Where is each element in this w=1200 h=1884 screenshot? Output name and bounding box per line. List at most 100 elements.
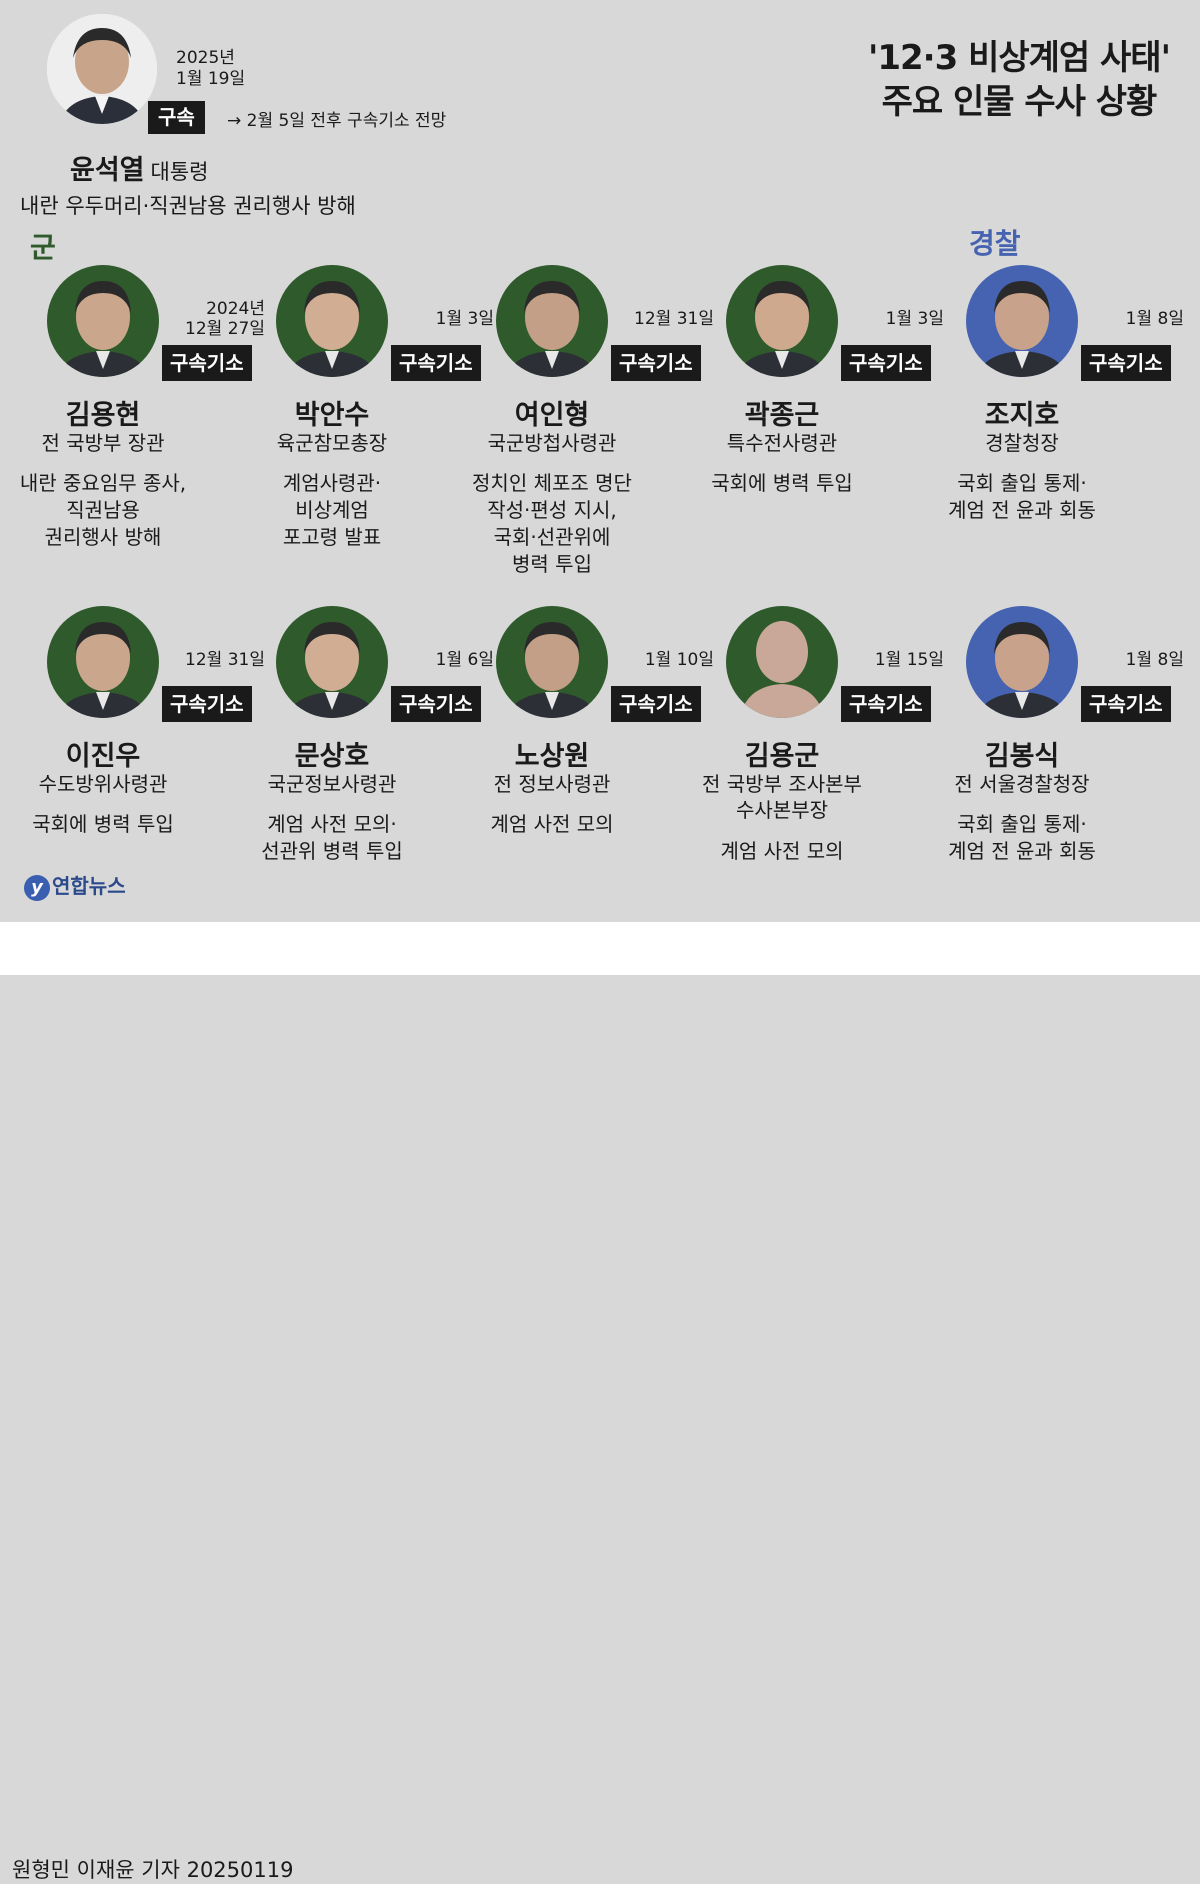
status-badge: 구속기소: [391, 345, 481, 381]
person-card: 2024년 12월 27일 구속기소 김용현 전 국방부 장관 내란 중요임무 종사, 직권…: [20, 265, 273, 565]
person-photo: [276, 606, 388, 718]
person-date: 1월 3일: [886, 309, 944, 329]
person-photo: [966, 606, 1078, 718]
person-title: 전 정보사령관: [436, 771, 668, 797]
section-label-army: 군: [30, 231, 56, 264]
status-badge: 구속기소: [391, 686, 481, 722]
person-date: 12월 31일: [634, 309, 714, 329]
person-charge: 국회 출입 통제· 계엄 전 윤과 회동: [906, 811, 1138, 865]
person-photo: [496, 265, 608, 377]
infographic-title: '12·3 비상계엄 사태' 주요 인물 수사 상황: [868, 36, 1171, 124]
person-portrait-icon: [736, 281, 828, 377]
person-date: 1월 15일: [875, 650, 944, 670]
title-line-2: 주요 인물 수사 상황: [881, 82, 1158, 122]
person-charge: 국회에 병력 투입: [0, 811, 219, 838]
person-charge-line: 국회 출입 통제·: [957, 812, 1087, 836]
person-card: 12월 31일 구속기소 여인형 국군방첩사령관 정치인 체포조 명단 작성·편성 지시,…: [472, 265, 722, 576]
person-title: 수도방위사령관: [0, 771, 219, 797]
person-title-line: 국군정보사령관: [267, 772, 397, 796]
person-charge-line: 비상계엄: [295, 498, 369, 522]
person-charge-line: 계엄사령관·: [282, 471, 382, 495]
president-status-badge: 구속: [148, 101, 205, 134]
president-photo: [47, 14, 157, 124]
person-date: 1월 8일: [1126, 309, 1184, 329]
person-date: 1월 3일: [436, 309, 494, 329]
person-portrait-icon: [976, 281, 1068, 377]
person-charge-line: 계엄 사전 모의: [720, 839, 844, 863]
person-date-line: 1월 8일: [1125, 309, 1184, 329]
person-card: 1월 3일 구속기소 박안수 육군참모총장 계엄사령관· 비상계엄 포고령 발표: [276, 265, 502, 565]
person-title-line: 수도방위사령관: [38, 772, 168, 796]
section-label-police: 경찰: [969, 227, 1021, 260]
person-title-line: 경찰청장: [985, 431, 1059, 455]
status-badge: 구속기소: [1081, 345, 1171, 381]
person-date: 1월 6일: [436, 650, 494, 670]
person-portrait-icon: [506, 622, 598, 718]
person-date-line: 1월 3일: [885, 309, 944, 329]
person-date: 2024년 12월 27일: [185, 299, 265, 339]
person-date: 12월 31일: [185, 650, 265, 670]
person-title-line: 육군참모총장: [276, 431, 388, 455]
person-name: 김봉식: [984, 741, 1060, 772]
person-date: 1월 10일: [645, 650, 714, 670]
person-charge-line: 계엄 사전 모의: [490, 812, 614, 836]
president-date-year: 2025년: [176, 48, 235, 68]
person-photo: [496, 606, 608, 718]
person-charge-line: 권리행사 방해: [44, 525, 162, 549]
person-photo: [966, 265, 1078, 377]
person-date-line: 1월 10일: [644, 650, 714, 670]
person-charge-line: 내란 중요임무 종사,: [19, 471, 187, 495]
person-charge-line: 직권남용: [66, 498, 140, 522]
person-card: 1월 8일 구속기소 김봉식 전 서울경찰청장 국회 출입 통제· 계엄 전 윤과 회동: [948, 606, 1192, 906]
silhouette-icon: [740, 621, 824, 718]
status-badge: 구속기소: [162, 345, 252, 381]
person-charge: 계엄사령관· 비상계엄 포고령 발표: [216, 470, 448, 551]
person-title: 육군참모총장: [216, 430, 448, 456]
person-charge-line: 국회 출입 통제·: [957, 471, 1087, 495]
person-portrait-icon: [506, 281, 598, 377]
footer-bar: 원형민 이재윤 기자 20250119: [0, 922, 1200, 1882]
person-charge-line: 국회에 병력 투입: [711, 471, 853, 495]
yonhap-logo-icon: y: [24, 874, 50, 901]
person-title: 전 국방부 조사본부 수사본부장: [666, 771, 898, 823]
person-charge: 계엄 사전 모의: [666, 838, 898, 865]
person-title: 전 서울경찰청장: [906, 771, 1138, 797]
person-title: 특수전사령관: [666, 430, 898, 456]
person-date-line: 2024년: [206, 299, 265, 319]
person-title: 전 국방부 장관: [0, 430, 219, 456]
person-photo: [726, 606, 838, 718]
person-name: 조지호: [984, 400, 1060, 431]
person-date-line: 1월 15일: [874, 650, 944, 670]
president-name-line: 윤석열 대통령: [70, 148, 209, 187]
person-title-line: 수사본부장: [736, 798, 828, 822]
status-badge: 구속기소: [1081, 686, 1171, 722]
status-badge: 구속기소: [841, 686, 931, 722]
person-charge-line: 작성·편성 지시,: [487, 498, 617, 522]
person-charge-line: 계엄 전 윤과 회동: [948, 498, 1096, 522]
person-name: 박안수: [294, 400, 370, 431]
status-badge: 구속기소: [611, 345, 701, 381]
person-name: 김용현: [65, 400, 141, 431]
byline: 원형민 이재윤 기자 20250119: [12, 1858, 294, 1882]
person-portrait-icon: [286, 622, 378, 718]
person-card: 1월 3일 구속기소 곽종근 특수전사령관 국회에 병력 투입: [711, 265, 952, 565]
person-card: 12월 31일 구속기소 이진우 수도방위사령관 국회에 병력 투입: [32, 606, 273, 906]
person-title-line: 국군방첩사령관: [487, 431, 617, 455]
person-charge: 정치인 체포조 명단 작성·편성 지시, 국회·선관위에 병력 투입: [436, 470, 668, 578]
person-charge-line: 국회·선관위에: [493, 525, 611, 549]
person-photo: [726, 265, 838, 377]
person-portrait-icon: [286, 281, 378, 377]
person-charge: 계엄 사전 모의· 선관위 병력 투입: [216, 811, 448, 865]
person-name: 문상호: [294, 741, 370, 772]
person-title-line: 특수전사령관: [726, 431, 838, 455]
infographic-card: '12·3 비상계엄 사태' 주요 인물 수사 상황 2025년 1월 19일 …: [0, 0, 1200, 922]
person-name: 김용군: [744, 741, 820, 772]
person-photo: [47, 606, 159, 718]
person-charge: 국회 출입 통제· 계엄 전 윤과 회동: [906, 470, 1138, 524]
person-charge-line: 정치인 체포조 명단: [472, 471, 632, 495]
person-title: 국군정보사령관: [216, 771, 448, 797]
person-title-line: 전 국방부 조사본부: [702, 772, 862, 796]
person-charge: 국회에 병력 투입: [666, 470, 898, 497]
